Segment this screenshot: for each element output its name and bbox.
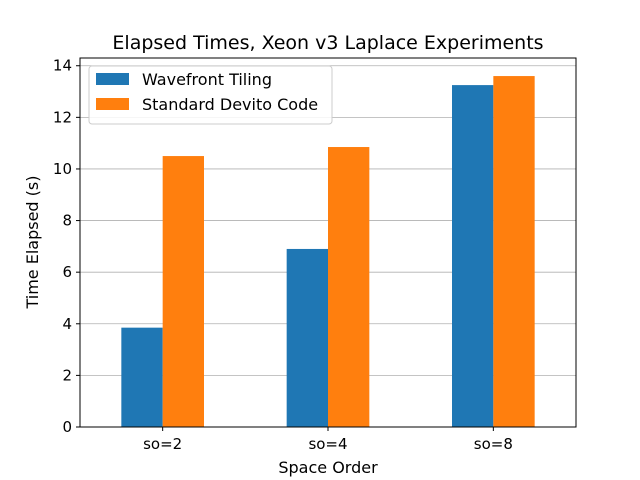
legend: Wavefront Tiling Standard Devito Code	[88, 65, 333, 125]
legend-box	[88, 65, 333, 125]
bar-standard-devito-code	[493, 76, 535, 428]
y-tick-label: 0	[62, 418, 72, 436]
y-axis-title: Time Elapsed (s)	[23, 176, 42, 310]
legend-swatch	[96, 73, 129, 85]
x-tick-label: so=2	[143, 435, 182, 453]
bars	[121, 76, 535, 428]
y-tick-label: 10	[53, 160, 72, 178]
y-tick-label: 8	[62, 212, 72, 230]
bar-wavefront-tiling	[286, 248, 328, 427]
bar-wavefront-tiling	[121, 327, 163, 427]
x-tick-label: so=4	[308, 435, 347, 453]
y-axis-ticks: 0 2 4 6 8 10 12 14	[53, 57, 80, 436]
chart-title: Elapsed Times, Xeon v3 Laplace Experimen…	[112, 32, 543, 54]
bar-wavefront-tiling	[452, 85, 494, 427]
x-axis-title: Space Order	[278, 458, 378, 477]
legend-label: Standard Devito Code	[142, 95, 318, 114]
legend-swatch	[96, 98, 129, 110]
y-tick-label: 4	[62, 315, 72, 333]
y-tick-label: 2	[62, 366, 72, 384]
bar-standard-devito-code	[328, 147, 370, 427]
legend-label: Wavefront Tiling	[142, 70, 272, 89]
y-tick-label: 6	[62, 263, 72, 281]
y-tick-label: 12	[53, 108, 72, 126]
x-tick-label: so=8	[474, 435, 513, 453]
bar-standard-devito-code	[162, 156, 204, 427]
x-axis-ticks: so=2 so=4 so=8	[143, 427, 513, 453]
y-tick-label: 14	[53, 57, 72, 75]
